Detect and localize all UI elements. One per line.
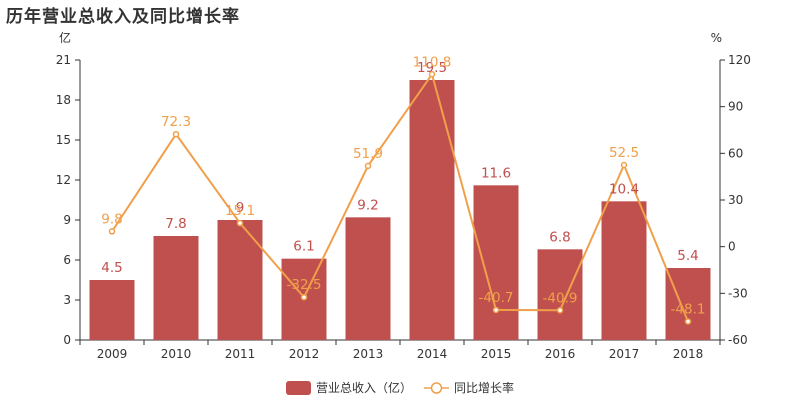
line-value-label: 9.8 [101,211,122,227]
line-point[interactable] [556,307,564,314]
bar-value-label: 9.2 [357,197,378,213]
right-axis-tick-label: -60 [728,333,748,347]
line-point[interactable] [300,293,308,301]
x-axis-tick-label: 2013 [353,347,384,361]
bar-value-label: 6.1 [293,239,314,255]
line-value-label: 72.3 [161,114,191,130]
x-axis-tick-label: 2011 [225,347,256,361]
bar[interactable] [345,217,391,340]
bar[interactable] [217,220,263,340]
right-axis-tick-label: 0 [728,240,736,254]
line-point[interactable] [172,130,180,138]
x-axis-tick-label: 2017 [609,347,640,361]
bar[interactable] [601,201,647,340]
line-point[interactable] [492,306,500,314]
line-point[interactable] [684,318,692,325]
bar[interactable] [153,236,199,340]
legend-label-growth: 同比增长率 [454,380,514,395]
growth-rate-line [111,71,689,322]
line-point[interactable] [428,71,436,78]
line-series [108,71,692,325]
chart-title: 历年营业总收入及同比增长率 [6,7,240,27]
bar[interactable] [537,249,583,340]
x-axis-tick-label: 2009 [97,347,128,361]
line-point[interactable] [236,219,244,227]
line-value-label: -32.5 [287,277,322,293]
bar[interactable] [409,80,455,340]
bar-value-label: 7.8 [165,216,186,232]
line-point[interactable] [364,162,372,170]
right-axis-tick-label: 30 [728,193,743,207]
line-point[interactable] [620,161,628,169]
x-axis-tick-label: 2014 [417,347,448,361]
x-axis-tick-label: 2010 [161,347,192,361]
bar-value-label: 6.8 [549,229,570,245]
line-value-label: -48.1 [671,301,706,317]
x-axis-tick-label: 2018 [673,347,704,361]
bar[interactable] [473,185,519,340]
bar-value-label: 9 [236,200,245,216]
left-axis-tick-label: 21 [56,53,71,67]
left-axis-tick-label: 3 [63,293,71,307]
legend-item-growth[interactable]: 同比增长率 [424,380,514,395]
line-value-label: -40.9 [543,290,578,306]
chart-legend[interactable]: 营业总收入（亿） 同比增长率 [286,380,514,395]
left-axis-tick-label: 15 [56,133,71,147]
left-axis-tick-label: 0 [63,333,71,347]
right-axis-unit: % [711,31,722,45]
data-labels: 4.5 7.8 9 6.1 9.2 19.5 11.6 6.8 10.4 5.4 9.8 72.3 15… [101,54,705,317]
bar-series [89,80,711,340]
bar[interactable] [89,280,135,340]
bar-value-label: 10.4 [609,181,639,197]
line-value-label: 52.5 [609,145,639,161]
left-axis-tick-label: 6 [63,253,71,267]
right-axis-tick-label: -30 [728,286,748,300]
bar-value-label: 19.5 [417,60,447,76]
bar-value-label: 4.5 [101,260,122,276]
right-axis-tick-label: 60 [728,146,743,160]
bar[interactable] [665,268,711,340]
right-axis-tick-label: 120 [728,53,751,67]
legend-line-marker [430,382,443,394]
bar-value-label: 11.6 [481,165,511,181]
bar-value-label: 5.4 [677,248,698,264]
legend-label-revenue: 营业总收入（亿） [316,380,412,395]
left-axis-unit: 亿 [59,30,71,45]
line-point[interactable] [108,228,116,235]
left-axis-tick-label: 18 [56,93,71,107]
right-axis-tick-label: 90 [728,100,743,114]
line-value-label: 15.1 [225,203,255,219]
line-value-label: 110.8 [413,54,452,70]
x-axis-tick-label: 2016 [545,347,576,361]
line-value-label: 51.9 [353,146,383,162]
legend-item-revenue[interactable]: 营业总收入（亿） [286,380,412,395]
x-axis-tick-label: 2012 [289,347,320,361]
left-axis-tick-label: 12 [56,173,71,187]
x-axis-tick-label: 2015 [481,347,512,361]
line-value-label: -40.7 [479,290,514,306]
left-axis-tick-label: 9 [63,213,71,227]
legend-bar-swatch [286,381,311,395]
